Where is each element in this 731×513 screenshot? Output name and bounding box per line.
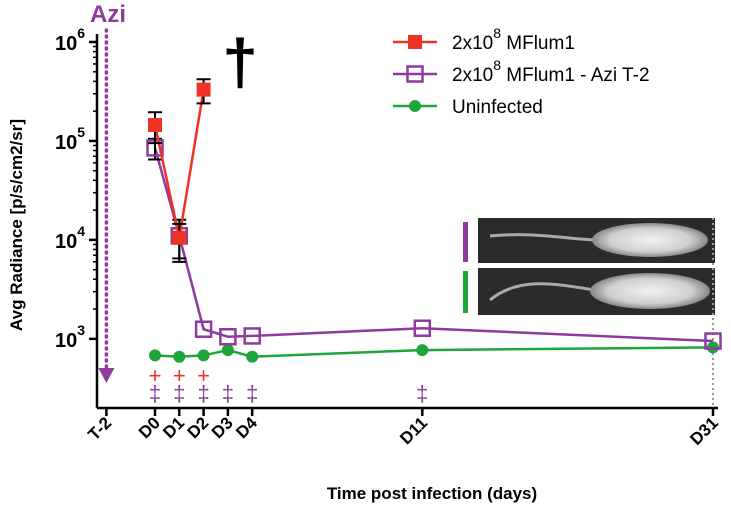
x-tick-label: D4 [232, 413, 261, 442]
marker [246, 350, 259, 363]
y-tick-exponent: 3 [77, 322, 85, 338]
marker [149, 349, 161, 362]
significance-mark: + [197, 363, 210, 388]
significance-mark: ‡ [246, 381, 258, 406]
legend-label: 2x108 MFlum1 - Azi T-2 [452, 57, 650, 86]
marker [196, 82, 211, 97]
y-tick-base: 10 [55, 132, 77, 154]
death-symbol: † [222, 26, 258, 98]
x-tick-label: T-2 [84, 413, 115, 444]
y-tick-exponent: 5 [77, 124, 85, 140]
marker [704, 332, 722, 350]
y-tick-label: 104 [55, 223, 85, 253]
series-line [154, 346, 714, 358]
y-tick-exponent: 4 [77, 223, 85, 239]
y-tick-base: 10 [55, 33, 77, 55]
marker [413, 319, 432, 337]
marker [194, 320, 213, 339]
significance-mark: ‡ [197, 381, 209, 406]
mouse-images [463, 218, 715, 315]
marker [406, 65, 424, 83]
y-tick-label: 103 [55, 322, 85, 352]
legend-label: Uninfected [452, 97, 543, 118]
significance-mark: + [173, 363, 186, 388]
series-line [153, 89, 205, 239]
y-axis-label: Avg Radiance [p/s/cm2/sr] [7, 119, 26, 331]
treatment-label: Azi [90, 1, 126, 28]
significance-mark: ‡ [173, 381, 185, 406]
significance-mark: ‡ [222, 381, 234, 406]
legend-label: 2x108 MFlum1 [452, 25, 575, 54]
y-tick-label: 106 [55, 25, 85, 55]
treatment-arrowhead [98, 368, 115, 383]
marker [148, 117, 162, 132]
marker [197, 349, 210, 362]
marker [409, 100, 421, 112]
y-tick-exponent: 6 [77, 25, 85, 41]
marker [416, 344, 429, 357]
x-tick-label: D11 [396, 413, 431, 448]
significance-mark: + [149, 363, 162, 388]
y-tick-base: 10 [55, 231, 77, 253]
marker [173, 350, 186, 363]
y-tick-base: 10 [55, 330, 77, 352]
x-axis-label: Time post infection (days) [327, 484, 537, 503]
marker [219, 327, 237, 346]
marker [172, 230, 187, 245]
y-tick-label: 105 [55, 124, 85, 154]
significance-mark: ‡ [416, 381, 428, 406]
marker [243, 327, 261, 345]
x-tick-label: D31 [686, 413, 721, 448]
significance-mark: ‡ [149, 381, 161, 406]
marker [221, 344, 234, 357]
marker [408, 35, 422, 49]
